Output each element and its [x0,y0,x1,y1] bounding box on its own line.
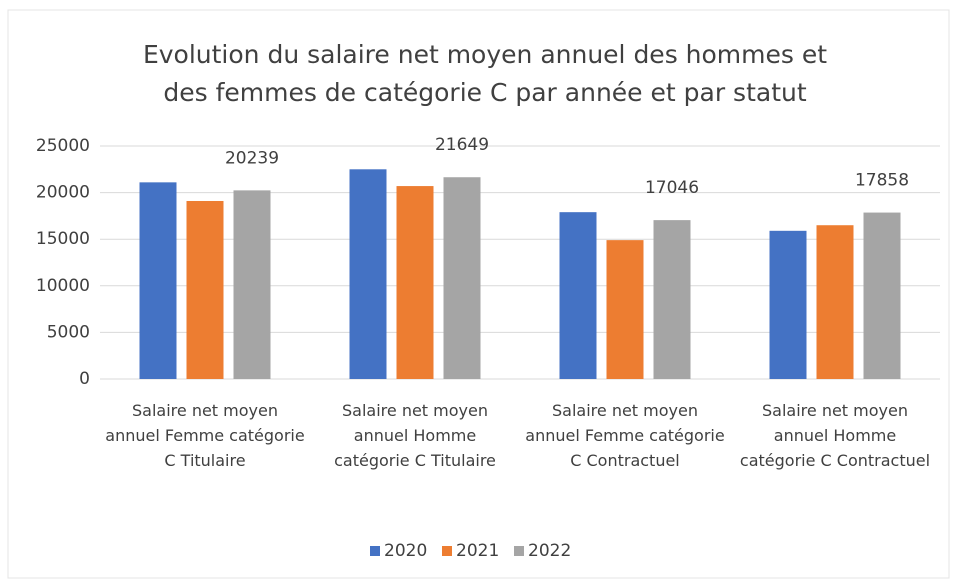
x-tick-label: Salaire net moyen annuel Femme catégorie… [105,401,305,470]
bar [653,220,691,379]
bar [816,225,854,379]
x-tick-label: Salaire net moyen annuel Homme catégorie… [739,401,931,470]
legend-label: 2022 [528,541,571,561]
bar [863,212,901,379]
x-tick-label: Salaire net moyen annuel Femme catégorie… [525,401,725,470]
bar [186,200,224,379]
bar [349,169,387,379]
bar [233,190,271,379]
y-tick-label: 5000 [47,322,90,342]
legend-label: 2020 [384,541,427,561]
y-tick-label: 25000 [36,136,90,156]
legend-swatch [442,546,452,556]
bar [769,230,807,379]
y-tick-label: 15000 [36,229,90,249]
y-tick-label: 20000 [36,183,90,203]
legend-label: 2021 [456,541,499,561]
data-label: 20239 [225,148,279,168]
y-tick-label: 0 [79,369,90,389]
data-label: 17046 [645,178,699,198]
bar [606,240,644,379]
legend-swatch [370,546,380,556]
data-label: 21649 [435,135,489,155]
data-label: 17858 [855,171,909,191]
bar [396,186,434,379]
x-tick-label: Salaire net moyen annuel Homme catégorie… [334,401,496,470]
bar [559,212,597,379]
bar [139,182,177,379]
bar [443,177,481,379]
chart-border [7,9,950,579]
y-tick-label: 10000 [36,276,90,296]
legend-swatch [514,546,524,556]
chart-title: Evolution du salaire net moyen annuel de… [142,40,828,107]
